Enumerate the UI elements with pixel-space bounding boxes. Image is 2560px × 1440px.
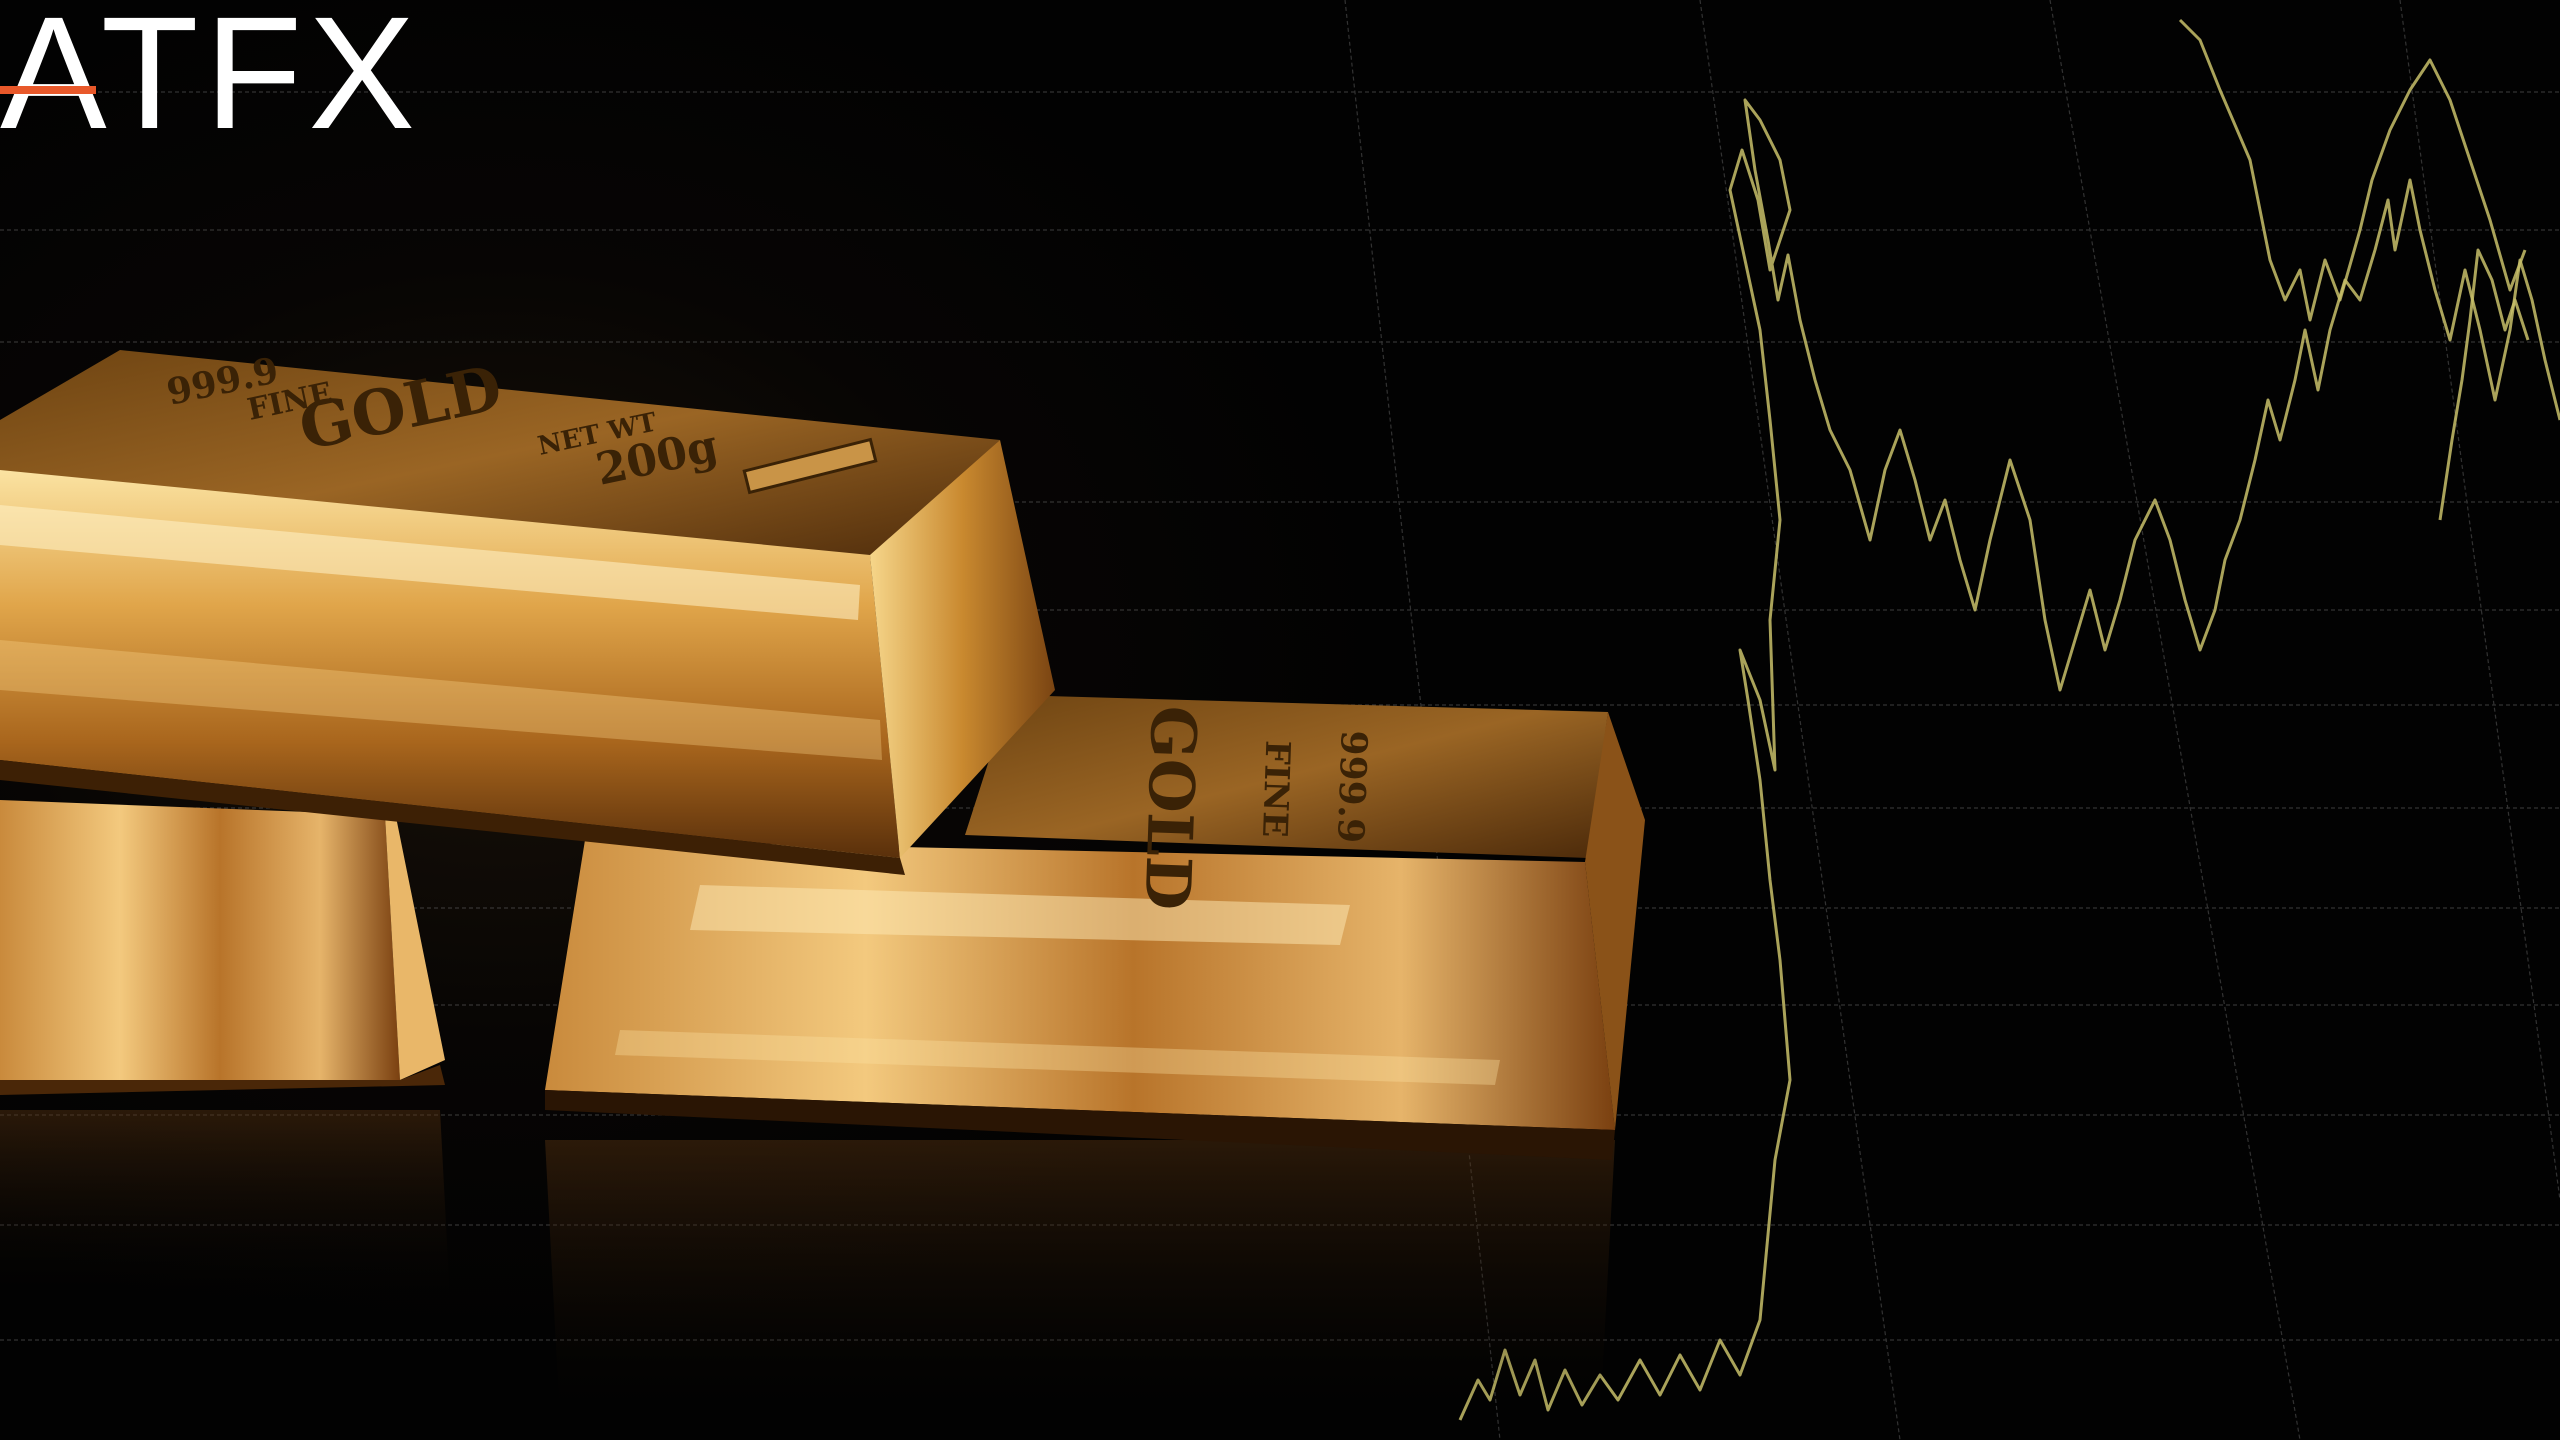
atfx-logo: ATFX xyxy=(0,0,421,150)
top-bar-serial-plate xyxy=(742,437,878,495)
gold-bar-bottom-right: GOLD FINE 999.9 xyxy=(545,695,1645,1160)
right-bar-stamp-metal: GOLD xyxy=(1130,705,1210,912)
logo-text: ATFX xyxy=(0,0,421,150)
price-chart-line-3 xyxy=(2438,248,2530,521)
price-chart-line-2 xyxy=(2178,18,2527,322)
price-chart-line xyxy=(1458,98,2560,1421)
gold-bar-bottom-left xyxy=(0,800,445,1095)
right-bar-stamp-purity: 999.9 xyxy=(1329,730,1375,844)
gold-bar-top: 999.9 FINE GOLD NET WT 200g xyxy=(0,349,1055,875)
gold-reflections xyxy=(0,1110,1615,1420)
right-bar-stamp-fine: FINE xyxy=(1254,740,1297,838)
logo-accent-stroke xyxy=(0,86,96,94)
